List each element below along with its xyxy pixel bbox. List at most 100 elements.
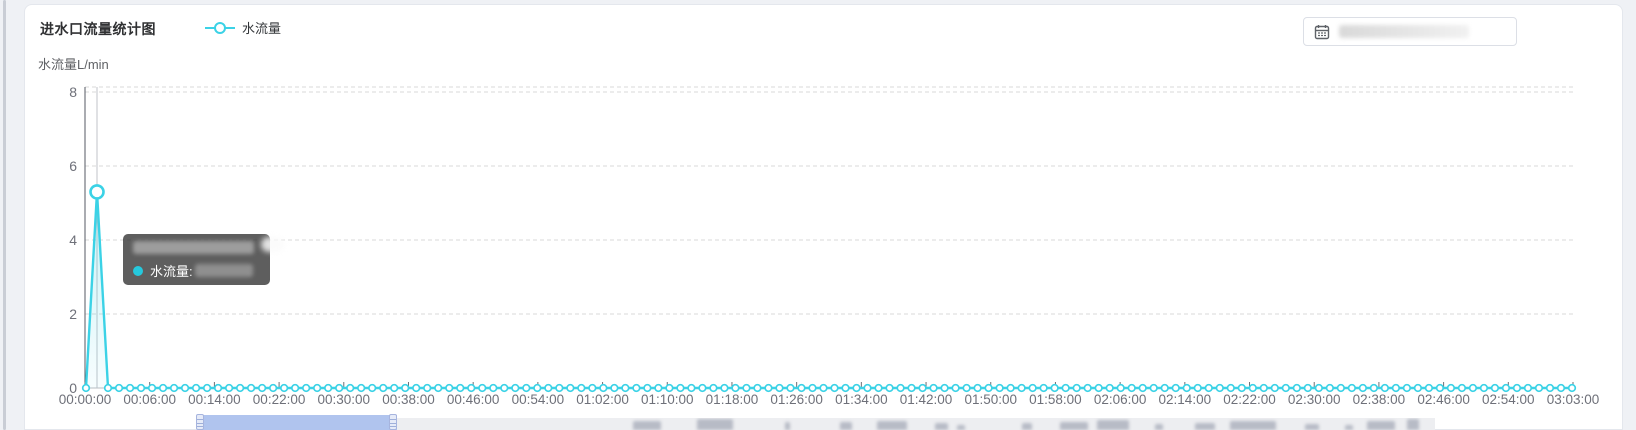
data-point-marker[interactable] [1413, 383, 1423, 393]
data-point-marker[interactable] [995, 383, 1004, 393]
data-point-marker[interactable] [81, 383, 91, 393]
data-point-marker[interactable] [1028, 383, 1037, 393]
data-point-marker[interactable] [169, 383, 179, 393]
data-point-marker[interactable] [566, 383, 575, 393]
data-point-marker[interactable] [665, 383, 674, 393]
data-point-marker[interactable] [874, 383, 883, 393]
data-point-marker[interactable] [1446, 383, 1456, 393]
data-point-marker[interactable] [235, 383, 245, 393]
legend-item-water-flow[interactable]: 水流量 [204, 18, 281, 37]
data-point-marker[interactable] [863, 383, 872, 393]
data-point-marker[interactable] [533, 383, 542, 393]
data-point-marker[interactable] [907, 383, 916, 393]
data-point-marker[interactable] [335, 383, 344, 393]
data-point-marker[interactable] [478, 383, 487, 393]
data-point-marker[interactable] [500, 383, 509, 393]
data-point-marker[interactable] [434, 383, 443, 393]
data-point-marker[interactable] [1479, 383, 1489, 393]
data-point-marker[interactable] [775, 383, 784, 393]
data-point-marker[interactable] [147, 383, 157, 393]
data-point-marker[interactable] [1292, 383, 1301, 393]
data-point-marker[interactable] [698, 383, 707, 393]
data-point-marker[interactable] [1160, 383, 1169, 393]
data-point-marker[interactable] [401, 383, 410, 393]
data-point-marker[interactable] [158, 383, 168, 393]
data-point-marker[interactable] [1325, 383, 1334, 393]
data-point-marker[interactable] [786, 383, 795, 393]
data-point-marker[interactable] [643, 383, 652, 393]
data-point-marker[interactable] [1061, 383, 1070, 393]
data-point-marker[interactable] [1391, 383, 1401, 393]
data-point-marker[interactable] [1457, 383, 1467, 393]
data-point-marker[interactable] [1424, 383, 1434, 393]
data-point-marker[interactable] [1193, 383, 1202, 393]
datazoom-right-handle-icon[interactable] [389, 414, 397, 430]
data-point-marker[interactable] [764, 383, 773, 393]
data-point-marker[interactable] [1303, 383, 1312, 393]
data-point-marker[interactable] [1545, 383, 1555, 393]
data-point-marker[interactable] [1336, 383, 1345, 393]
data-point-marker[interactable] [1523, 383, 1533, 393]
data-point-marker[interactable] [467, 383, 476, 393]
data-point-marker[interactable] [742, 383, 751, 393]
data-point-marker[interactable] [1512, 383, 1522, 393]
datazoom-track[interactable] [397, 418, 1435, 430]
data-point-marker[interactable] [1490, 383, 1500, 393]
data-point-marker[interactable] [577, 383, 586, 393]
data-point-marker[interactable] [202, 383, 212, 393]
data-point-marker[interactable] [257, 383, 267, 393]
data-point-marker[interactable] [1072, 383, 1081, 393]
data-point-marker[interactable] [1259, 383, 1268, 393]
data-point-marker[interactable] [390, 383, 399, 393]
data-point-marker[interactable] [1149, 383, 1158, 393]
data-point-marker[interactable] [456, 383, 465, 393]
data-point-marker[interactable] [1171, 383, 1180, 393]
data-point-marker[interactable] [290, 383, 300, 393]
data-point-marker[interactable] [1248, 383, 1257, 393]
data-point-marker[interactable] [357, 383, 366, 393]
data-point-marker[interactable] [1369, 383, 1379, 393]
data-point-marker[interactable] [1402, 383, 1412, 393]
data-point-marker[interactable] [654, 383, 663, 393]
data-point-marker[interactable] [103, 383, 113, 393]
data-point-marker[interactable] [720, 383, 729, 393]
data-point-marker[interactable] [610, 383, 619, 393]
data-point-marker[interactable] [676, 383, 685, 393]
data-point-marker[interactable] [125, 383, 135, 393]
data-point-marker[interactable] [1204, 383, 1213, 393]
data-point-marker[interactable] [1435, 383, 1445, 393]
data-point-marker[interactable] [1226, 383, 1235, 393]
data-point-marker[interactable] [522, 383, 531, 393]
data-point-marker[interactable] [268, 383, 278, 393]
data-point-marker[interactable] [797, 383, 806, 393]
data-point-marker[interactable] [1314, 383, 1323, 393]
data-point-marker[interactable] [544, 383, 553, 393]
data-point-marker[interactable] [136, 383, 146, 393]
data-point-marker[interactable] [1105, 383, 1114, 393]
data-point-marker[interactable] [1534, 383, 1544, 393]
data-point-marker[interactable] [1215, 383, 1224, 393]
data-point-marker[interactable] [213, 383, 223, 393]
data-point-marker[interactable] [1281, 383, 1290, 393]
data-point-marker[interactable] [1501, 383, 1511, 393]
data-point-marker[interactable] [885, 383, 894, 393]
data-point-marker[interactable] [1039, 383, 1048, 393]
data-point-marker[interactable] [962, 383, 971, 393]
data-point-marker[interactable] [808, 383, 817, 393]
data-point-markers[interactable] [81, 184, 1577, 393]
data-point-marker[interactable] [1083, 383, 1092, 393]
data-point-marker[interactable] [1237, 383, 1246, 393]
data-point-marker[interactable] [313, 383, 322, 393]
data-point-marker[interactable] [588, 383, 597, 393]
data-point-marker[interactable] [1347, 383, 1357, 393]
data-point-marker[interactable] [555, 383, 564, 393]
data-point-marker[interactable] [1138, 383, 1147, 393]
datazoom-left-handle-icon[interactable] [196, 414, 204, 430]
data-point-marker[interactable] [918, 383, 927, 393]
data-point-marker[interactable] [731, 383, 740, 393]
data-point-marker[interactable] [279, 383, 289, 393]
data-point-marker[interactable] [368, 383, 377, 393]
data-point-marker[interactable] [1182, 383, 1191, 393]
data-point-marker[interactable] [324, 383, 333, 393]
data-point-marker[interactable] [1017, 383, 1026, 393]
